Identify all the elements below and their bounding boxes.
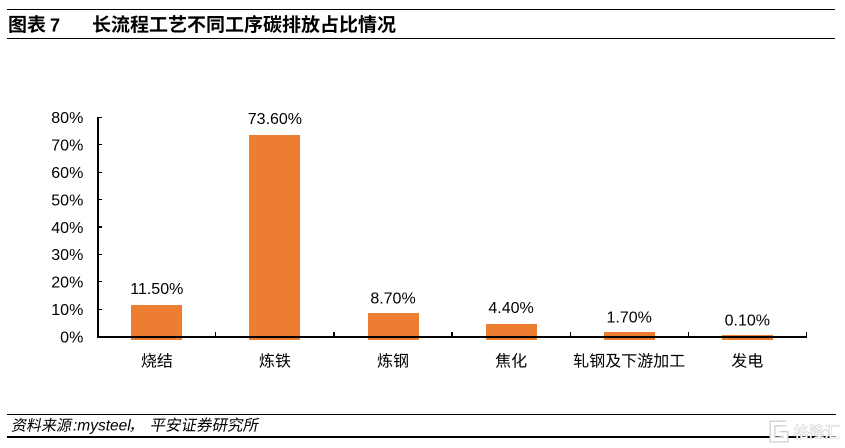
svg-text:4.40%: 4.40%: [488, 300, 533, 317]
svg-text:70%: 70%: [51, 138, 83, 155]
svg-text:50%: 50%: [51, 192, 83, 209]
svg-text:80%: 80%: [51, 110, 83, 127]
svg-text:0.10%: 0.10%: [725, 313, 770, 330]
svg-text:60%: 60%: [51, 165, 83, 182]
svg-text:1.70%: 1.70%: [607, 310, 652, 327]
svg-text:8.70%: 8.70%: [370, 290, 415, 307]
svg-text:30%: 30%: [51, 247, 83, 264]
svg-text:40%: 40%: [51, 220, 83, 237]
svg-text:10%: 10%: [51, 302, 83, 319]
svg-text:20%: 20%: [51, 275, 83, 292]
svg-text:7: 7: [50, 15, 60, 35]
svg-text::mysteel: :mysteel: [73, 418, 131, 435]
svg-text:73.60%: 73.60%: [248, 111, 302, 128]
svg-text:0%: 0%: [60, 329, 83, 346]
svg-text:11.50%: 11.50%: [130, 281, 183, 298]
